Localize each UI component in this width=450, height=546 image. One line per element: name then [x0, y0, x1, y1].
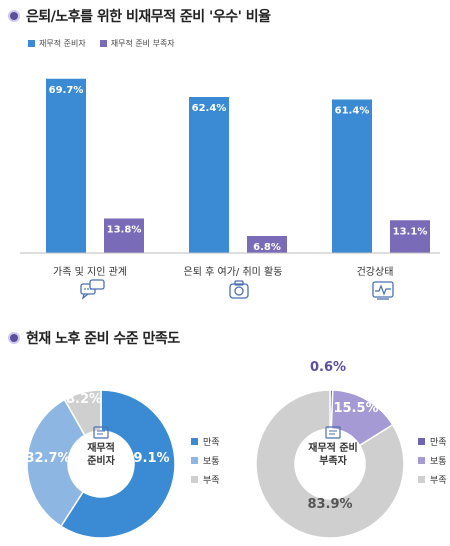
donut-hole [296, 430, 364, 498]
donut-legend-item: 만족 [191, 432, 220, 451]
category-label: 은퇴 후 여가/ 취미 활동 [183, 267, 283, 278]
legend-label: 만족 [203, 438, 220, 448]
legend-item-series1: 재무적 준비자 [28, 38, 86, 49]
center-label-line: 재무적 준비 [308, 443, 358, 454]
legend-label: 재무적 준비자 [39, 39, 86, 48]
donut-charts: 59.1% 32.7% 8.2% 0.6% 15.5% 83.9% [25, 360, 405, 539]
donut-legend-2: 만족 보통 부족 [418, 432, 447, 489]
legend-swatch [191, 438, 198, 445]
document-icon [93, 426, 109, 439]
legend-swatch [418, 476, 425, 483]
slice-value-label: 32.7% [25, 451, 70, 466]
donut-center-label-2: 재무적 준비 부족자 [293, 425, 373, 468]
bar-value-label: 13.1% [393, 226, 428, 237]
legend-swatch [418, 457, 425, 464]
legend-swatch [191, 457, 198, 464]
bar-value-label: 6.8% [253, 242, 281, 253]
bar-chart-title: 은퇴/노후를 위한 비재무적 준비 '우수' 비율 [26, 9, 271, 25]
donut-hole [69, 432, 133, 496]
center-label-line: 부족자 [319, 456, 347, 467]
slice-value-label: 0.6% [310, 360, 346, 375]
donut-legend-item: 보통 [418, 451, 447, 470]
legend-label: 보통 [203, 457, 220, 467]
legend-label: 부족 [430, 476, 447, 486]
bar-unprepared [390, 220, 430, 253]
donut-slice-보통 [26, 398, 86, 528]
legend-label: 만족 [430, 438, 447, 448]
bar-prepared [46, 78, 86, 253]
bar-chart-heading: 은퇴/노후를 위한 비재무적 준비 '우수' 비율 [8, 6, 271, 26]
donut-legend-item: 부족 [191, 470, 220, 489]
bar-value-label: 13.8% [107, 225, 142, 236]
donut-slice-부족 [255, 389, 405, 539]
bar-chart-legend: 재무적 준비자 재무적 준비 부족자 [28, 38, 175, 49]
bar-chart: 69.7% 62.4% 61.4% 13.8% 6.8% 13.1% [20, 78, 440, 254]
chat-bubbles-icon [80, 279, 105, 300]
legend-label: 재무적 준비 부족자 [110, 39, 175, 48]
legend-label: 보통 [430, 457, 447, 467]
slice-value-label: 8.2% [66, 392, 102, 407]
donut-legend-item: 만족 [418, 432, 447, 451]
bar-value-label: 62.4% [192, 103, 227, 114]
legend-item-series2: 재무적 준비 부족자 [99, 38, 175, 49]
donut-slice-부족 [63, 389, 102, 437]
donut-center-label-1: 재무적 준비자 [68, 425, 134, 468]
legend-label: 부족 [203, 476, 220, 486]
category-label: 건강상태 [356, 267, 394, 278]
category-label: 가족 및 지인 관계 [53, 267, 127, 278]
donut-legend-1: 만족 보통 부족 [191, 432, 220, 489]
center-label-line: 준비자 [87, 456, 115, 467]
legend-swatch [191, 476, 198, 483]
document-icon [325, 426, 341, 439]
bar-value-label: 69.7% [49, 85, 84, 96]
legend-swatch [28, 40, 35, 47]
center-label-line: 재무적 [87, 443, 115, 454]
slice-value-label: 83.9% [307, 497, 352, 512]
legend-swatch [418, 438, 425, 445]
slice-value-label: 15.5% [333, 401, 378, 416]
health-monitor-icon [372, 281, 394, 300]
legend-swatch [99, 40, 107, 47]
bar-prepared [189, 97, 229, 253]
bar-value-label: 61.4% [335, 106, 370, 117]
section-bullet-icon [8, 10, 20, 22]
bar-unprepared [104, 218, 144, 253]
donut-section-heading: 현재 노후 준비 수준 만족도 [8, 328, 180, 348]
donut-section-title: 현재 노후 준비 수준 만족도 [26, 331, 180, 347]
donut-legend-item: 부족 [418, 470, 447, 489]
bar-unprepared [247, 236, 287, 253]
slice-value-label: 59.1% [124, 451, 169, 466]
camera-icon [229, 280, 249, 299]
bar-prepared [332, 99, 372, 253]
donut-legend-item: 보통 [191, 451, 220, 470]
donut-slice-만족 [59, 389, 176, 539]
section-bullet-icon [8, 332, 20, 344]
